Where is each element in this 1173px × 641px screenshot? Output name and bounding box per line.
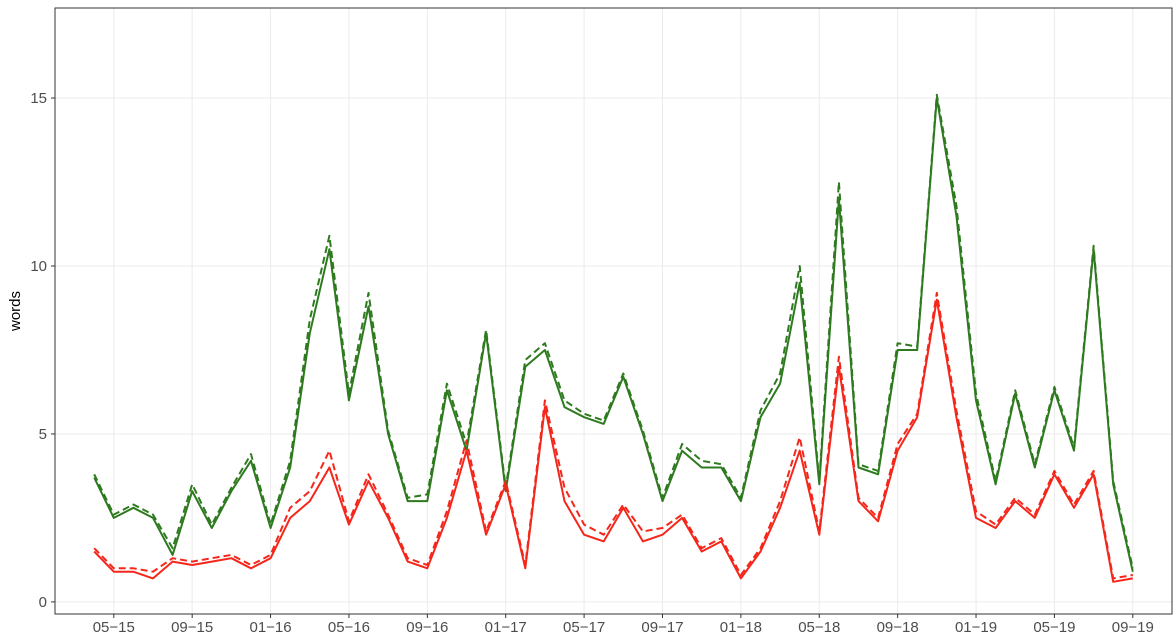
y-axis-label: words	[7, 291, 24, 332]
x-tick-label: 01−17	[485, 619, 527, 636]
y-tick-label: 0	[39, 594, 47, 611]
y-tick-label: 5	[39, 426, 47, 443]
x-tick-label: 05−15	[93, 619, 135, 636]
panel-border	[54, 7, 1173, 615]
x-tick-label: 05−17	[563, 619, 605, 636]
x-tick-label: 05−16	[328, 619, 370, 636]
y-tick-label: 15	[30, 90, 47, 107]
x-tick-label: 09−18	[877, 619, 919, 636]
series-line	[93, 93, 1134, 569]
x-tick-label: 01−18	[720, 619, 762, 636]
series-line	[93, 291, 1133, 580]
x-tick-label: 09−17	[641, 619, 683, 636]
x-tick-label: 09−19	[1112, 619, 1154, 636]
panel	[55, 8, 1172, 614]
series-line	[93, 298, 1133, 583]
x-tick-label: 05−18	[798, 619, 840, 636]
x-tick-label: 01−19	[955, 619, 997, 636]
y-tick-label: 10	[30, 258, 47, 275]
x-tick-label: 05−19	[1033, 619, 1075, 636]
x-tick-label: 09−15	[171, 619, 213, 636]
x-tick-label: 01−16	[249, 619, 291, 636]
x-tick-label: 09−16	[406, 619, 448, 636]
